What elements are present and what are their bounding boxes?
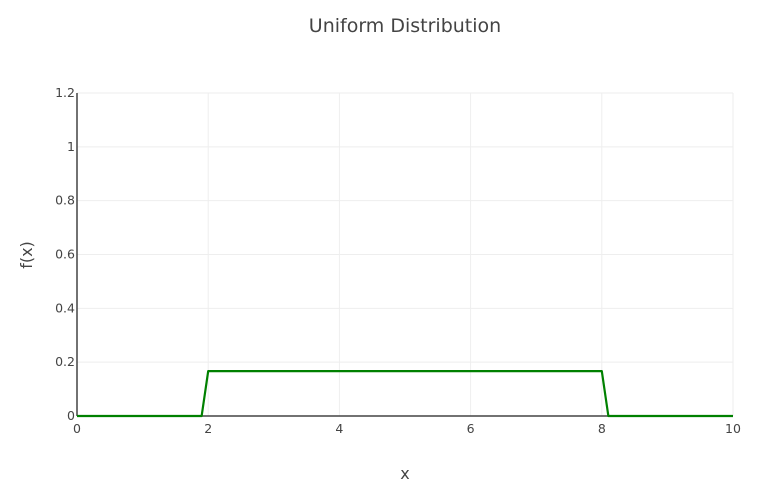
x-tick-label: 6: [467, 421, 475, 436]
x-tick-label: 0: [73, 421, 81, 436]
y-axis-title: f(x): [17, 241, 36, 269]
chart-title: Uniform Distribution: [309, 15, 501, 37]
x-tick-label: 10: [725, 421, 741, 436]
y-tick-label: 0.6: [55, 247, 75, 262]
y-tick-label: 1.2: [55, 85, 75, 100]
series-line: [77, 370, 733, 418]
tick-labels: 0 2 4 6 8 10 0 0.2 0.4 0.6 0.8 1 1.2: [55, 85, 741, 436]
x-tick-label: 4: [335, 421, 343, 436]
y-tick-label: 0: [67, 408, 75, 423]
y-tick-label: 0.2: [55, 354, 75, 369]
y-tick-label: 1: [67, 139, 75, 154]
x-tick-label: 8: [598, 421, 606, 436]
x-axis-title: x: [400, 464, 409, 483]
x-tick-label: 2: [204, 421, 212, 436]
series-layer: [77, 370, 733, 418]
y-tick-label: 0.4: [55, 300, 75, 315]
y-tick-label: 0.8: [55, 193, 75, 208]
grid-layer: [77, 92, 734, 416]
